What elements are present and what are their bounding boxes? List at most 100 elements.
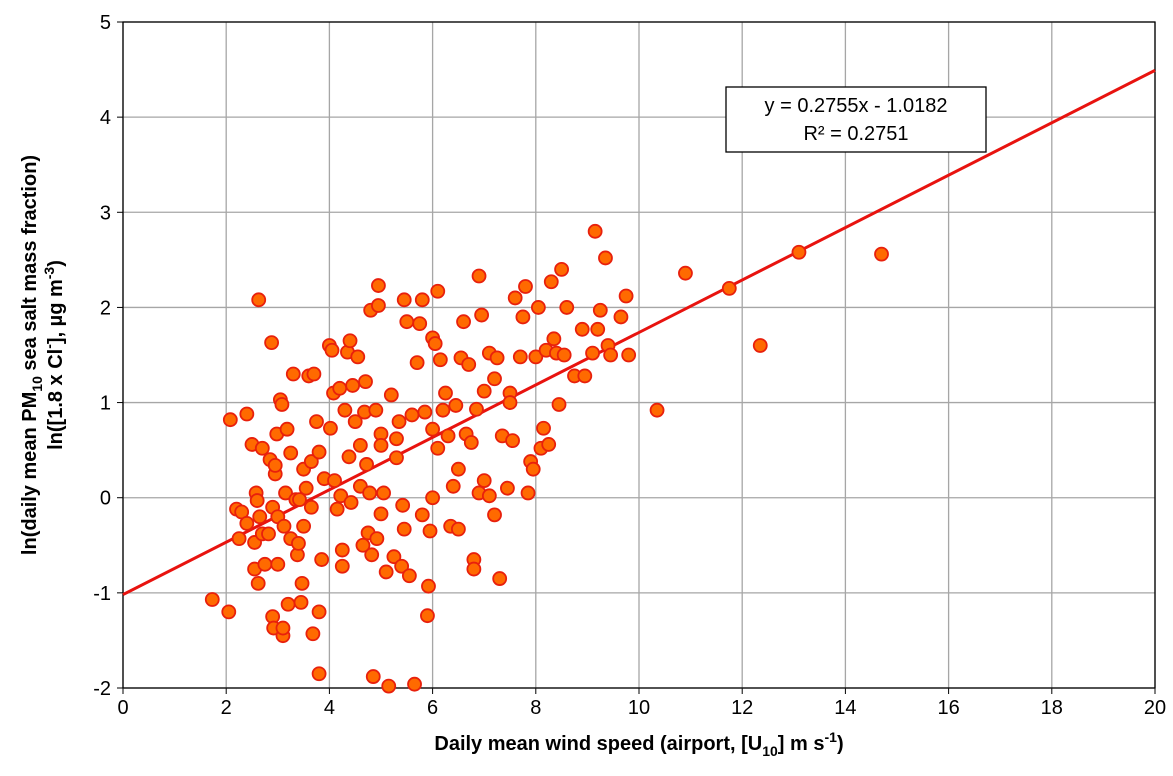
- point: [450, 461, 466, 477]
- x-tick-label: 2: [221, 697, 232, 719]
- point: [427, 336, 443, 351]
- point: [323, 420, 338, 436]
- point: [364, 547, 380, 563]
- point: [492, 571, 508, 586]
- point: [430, 440, 446, 456]
- label-part: 10: [29, 376, 45, 392]
- point: [396, 292, 412, 308]
- point: [476, 383, 492, 399]
- point: [618, 288, 634, 304]
- point: [257, 556, 273, 572]
- point: [512, 349, 528, 365]
- point: [306, 366, 322, 382]
- y-tick-label: 0: [100, 488, 111, 510]
- point: [254, 440, 270, 456]
- point: [239, 516, 255, 531]
- point: [264, 335, 280, 351]
- point: [585, 345, 600, 361]
- point: [752, 338, 768, 353]
- point: [401, 568, 417, 584]
- point: [791, 244, 807, 260]
- y-tick-label: 5: [100, 12, 111, 34]
- point: [371, 298, 386, 313]
- y-tick-label: 2: [100, 297, 111, 319]
- point: [487, 507, 502, 523]
- point: [432, 352, 448, 368]
- label-part: ], µg m: [45, 279, 67, 344]
- point: [345, 378, 361, 393]
- point: [463, 435, 479, 450]
- point: [343, 495, 359, 510]
- x-tick-label: 18: [1041, 697, 1063, 719]
- point: [337, 402, 353, 418]
- point: [500, 480, 515, 496]
- point: [466, 561, 482, 577]
- point: [261, 526, 276, 542]
- point: [231, 531, 247, 547]
- point: [417, 404, 433, 420]
- point: [342, 333, 358, 349]
- point: [536, 420, 551, 436]
- point: [276, 518, 292, 534]
- point: [274, 397, 290, 412]
- point: [373, 437, 389, 453]
- label-part: ] m s: [778, 733, 825, 755]
- x-tick-label: 0: [117, 697, 128, 719]
- point: [314, 552, 330, 567]
- point: [395, 497, 411, 513]
- point: [450, 521, 466, 537]
- point: [448, 398, 464, 413]
- y-axis-title: ln([1.8 x Cl-], µg m-3): [41, 260, 67, 450]
- point: [334, 542, 350, 558]
- point: [389, 431, 404, 447]
- point: [412, 316, 428, 332]
- point: [280, 596, 296, 612]
- label-part: ln([1.8 x Cl: [45, 349, 67, 450]
- point: [474, 307, 490, 323]
- point: [425, 490, 441, 506]
- point: [481, 488, 497, 504]
- point: [874, 246, 889, 262]
- plot-frame: [122, 21, 1156, 689]
- x-tick-label: 8: [530, 697, 541, 719]
- point: [577, 368, 593, 384]
- point: [222, 412, 238, 428]
- point: [407, 676, 422, 692]
- point: [399, 314, 415, 330]
- point: [438, 385, 453, 401]
- point: [298, 480, 314, 496]
- point: [487, 371, 502, 387]
- label-part: Daily mean wind speed (airport, [U: [434, 733, 762, 755]
- point: [332, 380, 348, 396]
- point: [334, 558, 350, 574]
- x-tick-label: 10: [628, 697, 650, 719]
- point: [430, 283, 446, 299]
- trendline: [122, 69, 1156, 596]
- point: [574, 321, 590, 337]
- trend-equation: y = 0.2755x - 1.0182: [765, 95, 948, 117]
- point: [359, 457, 374, 472]
- point: [368, 402, 384, 418]
- equation-box: [725, 86, 987, 153]
- y-tick-label: 4: [100, 107, 111, 129]
- point: [381, 678, 397, 694]
- point: [292, 492, 307, 508]
- point: [324, 342, 340, 358]
- point: [520, 485, 536, 501]
- point: [414, 292, 430, 308]
- point: [249, 493, 265, 508]
- point: [362, 485, 378, 501]
- point: [590, 321, 606, 337]
- point: [546, 331, 562, 347]
- point: [204, 592, 220, 607]
- trendline-layer: [122, 69, 1156, 596]
- point: [502, 395, 518, 410]
- point: [518, 279, 533, 294]
- x-tick-label: 16: [937, 697, 959, 719]
- point: [541, 437, 557, 452]
- point: [293, 594, 309, 610]
- point: [525, 461, 541, 477]
- point: [394, 558, 410, 574]
- label-part: -3: [41, 267, 57, 280]
